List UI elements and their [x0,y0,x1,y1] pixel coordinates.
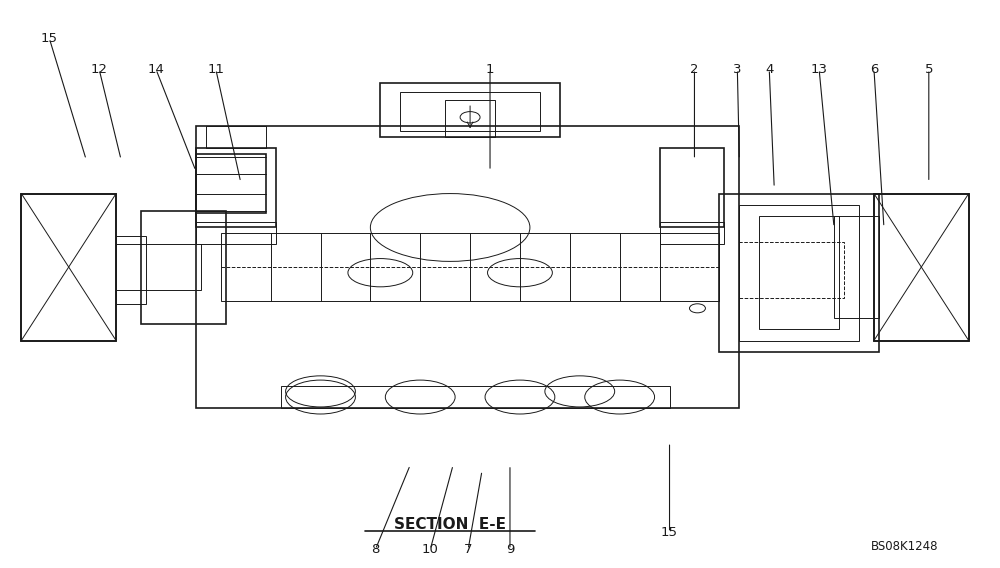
Text: 6: 6 [870,62,878,76]
Text: 4: 4 [765,62,773,76]
Bar [445,101,495,137]
Text: 15: 15 [41,32,58,45]
Text: SECTION  E-E: SECTION E-E [394,517,506,532]
Bar [196,154,266,214]
Bar [719,194,879,352]
Bar [21,194,116,341]
Bar [196,148,276,227]
Text: 3: 3 [733,62,742,76]
Bar [380,83,560,137]
Text: 5: 5 [925,62,933,76]
Text: 9: 9 [506,543,514,556]
Bar [196,222,276,244]
Bar [759,216,839,329]
Bar [400,92,540,131]
Bar [739,241,844,298]
Bar [660,148,724,227]
Bar [874,194,969,341]
Bar [834,216,879,318]
Text: 1: 1 [486,62,494,76]
Text: 11: 11 [207,62,224,76]
Bar [141,211,226,324]
Bar [206,126,266,148]
Text: 10: 10 [422,543,439,556]
Text: BS08K1248: BS08K1248 [871,540,939,553]
Text: 2: 2 [690,62,699,76]
Bar [221,233,719,301]
Text: 8: 8 [371,543,380,556]
Text: 12: 12 [91,62,108,76]
Bar [874,194,969,341]
Bar [116,244,201,290]
Bar [660,222,724,244]
Bar [739,205,859,341]
Bar [116,236,146,304]
Text: 7: 7 [464,543,472,556]
Bar [21,194,116,341]
Bar [196,126,739,408]
Bar [281,386,670,408]
Text: 14: 14 [148,62,164,76]
Text: 13: 13 [811,62,828,76]
Text: 15: 15 [661,526,678,539]
